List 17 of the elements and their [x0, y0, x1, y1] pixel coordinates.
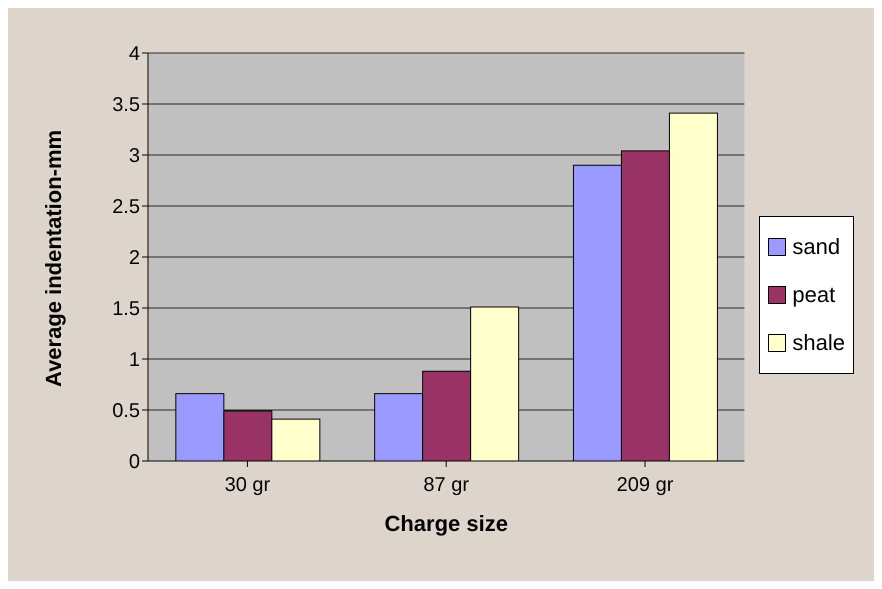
- y-tick-label: 1.5: [112, 298, 140, 320]
- x-axis-title: Charge size: [384, 511, 508, 536]
- y-tick-label: 2: [128, 247, 140, 270]
- legend-label: sand: [792, 232, 840, 260]
- y-tick-label: 0: [128, 451, 140, 474]
- y-axis-title: Average indentation-mm: [40, 130, 66, 387]
- x-tick-label: 30 gr: [224, 474, 271, 496]
- legend-label: shale: [792, 328, 845, 356]
- y-tick-label: 4: [128, 43, 140, 66]
- y-tick-label: 3: [128, 145, 140, 168]
- y-tick-label: 1: [128, 349, 140, 372]
- y-tick-label: 3.5: [112, 94, 140, 116]
- legend-label: peat: [792, 280, 836, 309]
- y-tick-label: 2.5: [112, 196, 140, 218]
- x-tick-label: 209 gr: [616, 474, 674, 496]
- x-tick-label: 87 gr: [423, 474, 470, 496]
- y-tick-label: 0.5: [112, 400, 140, 422]
